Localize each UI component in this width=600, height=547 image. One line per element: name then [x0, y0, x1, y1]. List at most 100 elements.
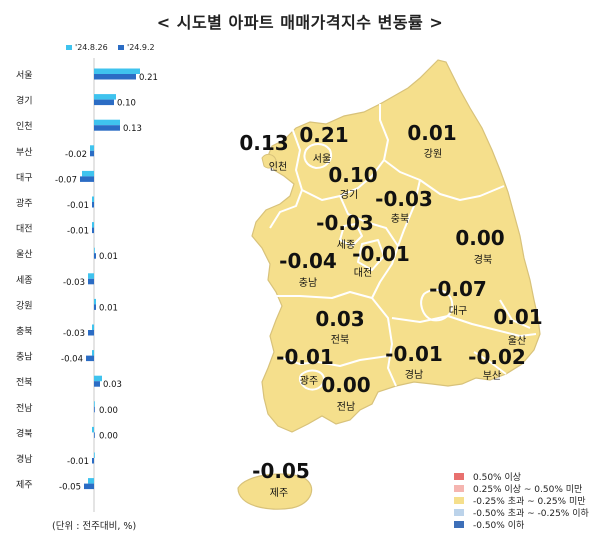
region-value: 0.21 — [299, 123, 348, 147]
region-value: -0.01 — [385, 342, 443, 366]
region-name: 대전 — [354, 267, 372, 279]
bar-curr — [94, 406, 95, 413]
category-label: 부산 — [16, 147, 33, 158]
value-label: -0.03 — [63, 329, 85, 339]
value-label: 0.13 — [123, 124, 142, 134]
bar-curr — [92, 202, 94, 208]
value-label: 0.00 — [99, 406, 118, 416]
value-label: 0.10 — [117, 99, 136, 109]
region-value: 0.00 — [455, 226, 504, 250]
page-title: < 시도별 아파트 매매가격지수 변동률 > — [156, 13, 444, 32]
bar-curr — [80, 176, 94, 182]
region-name: 강원 — [424, 148, 442, 160]
province-borders — [269, 104, 537, 391]
bar-prev — [92, 324, 94, 330]
legend-row: 0.50% 이상 — [454, 471, 600, 483]
category-label: 대전 — [16, 224, 33, 235]
region-name: 경남 — [405, 368, 423, 381]
region-value: 0.00 — [321, 373, 370, 397]
category-label: 대구 — [16, 172, 33, 183]
bar-curr — [84, 483, 94, 490]
bar-curr — [94, 99, 114, 106]
legend-swatch — [454, 509, 464, 516]
legend-label: -0.50% 초과 ~ -0.25% 이하 — [473, 509, 589, 519]
bar-curr — [92, 458, 94, 464]
bar-prev — [94, 375, 102, 382]
bar-curr — [88, 330, 94, 336]
region-name: 대구 — [449, 305, 467, 317]
value-label: -0.01 — [67, 457, 89, 467]
region-value: 0.03 — [315, 307, 364, 331]
bar-curr — [86, 355, 94, 362]
region-value: -0.02 — [468, 345, 526, 369]
value-label: 0.01 — [99, 252, 118, 262]
bar-curr — [94, 125, 120, 131]
category-label: 광주 — [16, 197, 33, 209]
region-name: 부산 — [483, 370, 501, 382]
bar-prev — [92, 222, 94, 228]
mainland-shape — [251, 59, 541, 433]
value-label: -0.02 — [65, 150, 87, 160]
bar-curr — [94, 432, 95, 438]
category-label: 인천 — [16, 121, 33, 132]
legend-row: 0.25% 이상 ~ 0.50% 미만 — [454, 483, 600, 495]
value-label: 0.03 — [103, 380, 122, 390]
region-value: 0.13 — [239, 131, 288, 155]
bar-curr — [94, 253, 96, 259]
bar-prev — [88, 478, 94, 484]
region-name: 경기 — [340, 188, 358, 201]
bar-curr — [90, 150, 94, 157]
legend-row: -0.25% 초과 ~ 0.25% 미만 — [454, 495, 600, 507]
value-label: 0.00 — [99, 431, 118, 441]
map-legend: 0.50% 이상 0.25% 이상 ~ 0.50% 미만 -0.25% 초과 ~ 0… — [454, 471, 600, 531]
legend-label: -0.50% 이하 — [473, 521, 525, 531]
region-value: -0.03 — [316, 211, 374, 235]
region-value: 0.10 — [328, 163, 377, 187]
bar-prev — [82, 170, 94, 177]
bar-prev — [92, 350, 94, 356]
region-name: 서울 — [313, 153, 331, 165]
bar-prev — [94, 68, 140, 74]
category-label: 충북 — [16, 326, 33, 337]
region-name: 세종 — [337, 239, 355, 251]
bar-curr — [92, 227, 94, 234]
category-label: 충남 — [16, 352, 33, 363]
bar-prev — [94, 452, 95, 458]
legend-swatch — [454, 497, 464, 504]
legend-row: -0.50% 초과 ~ -0.25% 이하 — [454, 507, 600, 519]
legend-swatch — [454, 485, 464, 492]
incheon-island-shape — [261, 153, 277, 169]
region-value: -0.04 — [279, 249, 337, 273]
legend-label: 0.50% 이상 — [473, 473, 522, 483]
bar-prev — [94, 247, 95, 254]
region-name: 광주 — [300, 375, 318, 387]
bar-curr — [94, 381, 100, 387]
category-label: 제주 — [16, 480, 33, 491]
value-label: -0.01 — [67, 201, 89, 211]
bar-prev — [92, 196, 94, 202]
region-value: 0.01 — [407, 121, 456, 145]
bar-prev — [94, 298, 96, 305]
bar-chart: '24.8.26 '24.9.2 서울 0.21 경기 0.10 인천 0.13 부산 -0.02… — [16, 43, 158, 512]
region-name: 경북 — [474, 253, 492, 266]
bar-prev — [92, 426, 94, 433]
category-label: 전북 — [16, 377, 33, 388]
category-label: 강원 — [16, 300, 33, 311]
region-value: -0.01 — [276, 345, 334, 369]
category-label: 서울 — [16, 70, 33, 81]
category-label: 전남 — [16, 403, 33, 414]
value-label: -0.04 — [61, 355, 83, 365]
bar-curr — [94, 304, 96, 310]
bar-prev — [94, 401, 95, 407]
region-name: 제주 — [270, 487, 288, 499]
category-label: 경남 — [16, 453, 33, 465]
legend-swatch-0 — [66, 45, 72, 50]
region-value: -0.03 — [375, 187, 433, 211]
region-value: 0.01 — [493, 305, 542, 329]
region-name: 충남 — [299, 277, 317, 289]
region-name: 충북 — [391, 213, 409, 225]
region-value: -0.05 — [252, 459, 310, 483]
legend-swatch — [454, 521, 464, 528]
